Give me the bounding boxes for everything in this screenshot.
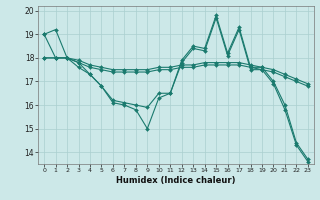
X-axis label: Humidex (Indice chaleur): Humidex (Indice chaleur) bbox=[116, 176, 236, 185]
